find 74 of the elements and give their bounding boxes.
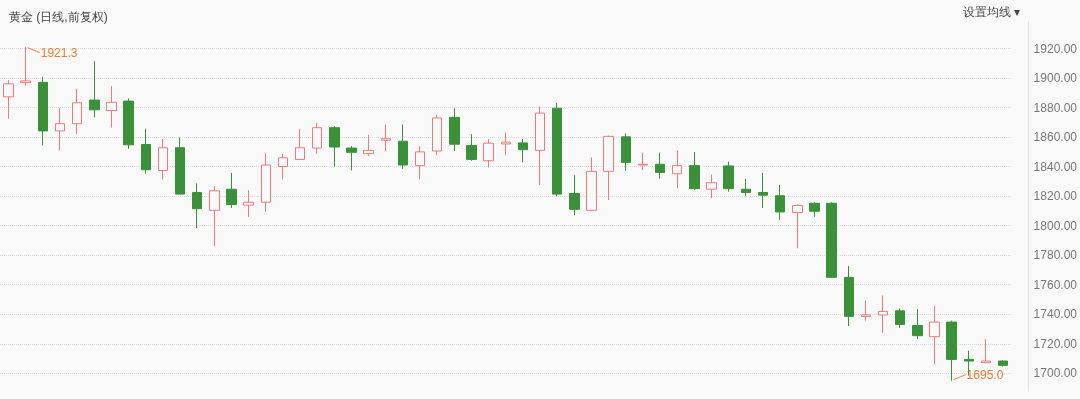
candlestick — [672, 149, 682, 189]
candlestick — [792, 203, 803, 249]
candlestick — [20, 46, 31, 87]
candlestick — [312, 122, 322, 155]
y-tick-label: 1860.00 — [1033, 130, 1078, 145]
y-tick-label: 1920.00 — [1033, 41, 1078, 56]
candlestick — [638, 152, 648, 171]
candlestick — [844, 265, 854, 327]
candlestick — [261, 153, 271, 213]
y-tick-label: 1780.00 — [1033, 248, 1078, 263]
candlestick — [55, 107, 65, 151]
annotation: 1695.0 — [966, 367, 1004, 382]
candlestick — [192, 182, 202, 229]
candlestick — [415, 145, 425, 180]
y-tick-label: 1760.00 — [1033, 277, 1078, 292]
y-tick-label: 1880.00 — [1033, 100, 1078, 115]
candlestick — [535, 106, 545, 186]
candlestick — [226, 172, 237, 209]
candlestick — [483, 138, 494, 169]
candlestick — [706, 174, 717, 199]
y-tick-label: 1900.00 — [1033, 71, 1078, 86]
candlestick — [758, 172, 768, 209]
candlestick — [243, 189, 254, 218]
text: 设置均线 ▾ — [962, 5, 1020, 19]
y-tick-label: 1800.00 — [1033, 218, 1078, 233]
y-tick-label: 1740.00 — [1033, 307, 1078, 322]
candlestick — [775, 184, 785, 221]
candlestick — [929, 305, 940, 365]
candlestick — [141, 128, 151, 175]
candlestick — [689, 151, 700, 191]
candlestick — [981, 338, 991, 364]
annotation: 1921.3 — [40, 45, 78, 60]
candlestick — [329, 125, 340, 167]
candlestick — [363, 134, 374, 157]
candlestick — [878, 295, 888, 334]
candlestick — [106, 85, 117, 129]
candlestick — [3, 79, 14, 120]
candlestick — [209, 185, 220, 247]
candlestick — [569, 174, 580, 216]
candlestick — [72, 88, 82, 135]
candlestick — [175, 136, 185, 195]
y-tick-label: 1820.00 — [1033, 189, 1078, 204]
candlestick — [501, 132, 511, 156]
candlestick — [895, 307, 905, 329]
candlestick — [809, 201, 820, 218]
candlestick — [912, 308, 923, 340]
candlestick — [346, 145, 357, 171]
candlestick — [946, 320, 957, 382]
candlestick — [89, 60, 100, 118]
candlestick — [398, 123, 408, 170]
candlestick — [518, 138, 528, 163]
candlestick — [158, 138, 168, 180]
y-tick-label: 1720.00 — [1033, 336, 1078, 351]
candlestick — [826, 201, 837, 278]
y-tick-label: 1700.00 — [1033, 366, 1078, 381]
candlestick — [381, 123, 391, 152]
y-tick-label: 1840.00 — [1033, 159, 1078, 174]
candlestick — [449, 107, 460, 152]
candlestick — [38, 76, 48, 147]
candlestick — [278, 153, 288, 180]
candlestick — [295, 128, 305, 160]
candlestick — [466, 133, 477, 162]
candlestick — [723, 161, 734, 193]
candlestick — [741, 178, 751, 197]
candlestick — [586, 157, 597, 212]
candlestick — [432, 114, 442, 156]
candlestick — [621, 132, 631, 172]
candlestick — [552, 102, 562, 197]
candlestick — [603, 135, 614, 201]
candlestick — [861, 299, 871, 322]
candlestick — [123, 97, 134, 150]
candlestick — [655, 152, 665, 180]
candlestick — [998, 359, 1008, 367]
chart-title: 黄金 (日线,前复权) — [9, 10, 108, 24]
